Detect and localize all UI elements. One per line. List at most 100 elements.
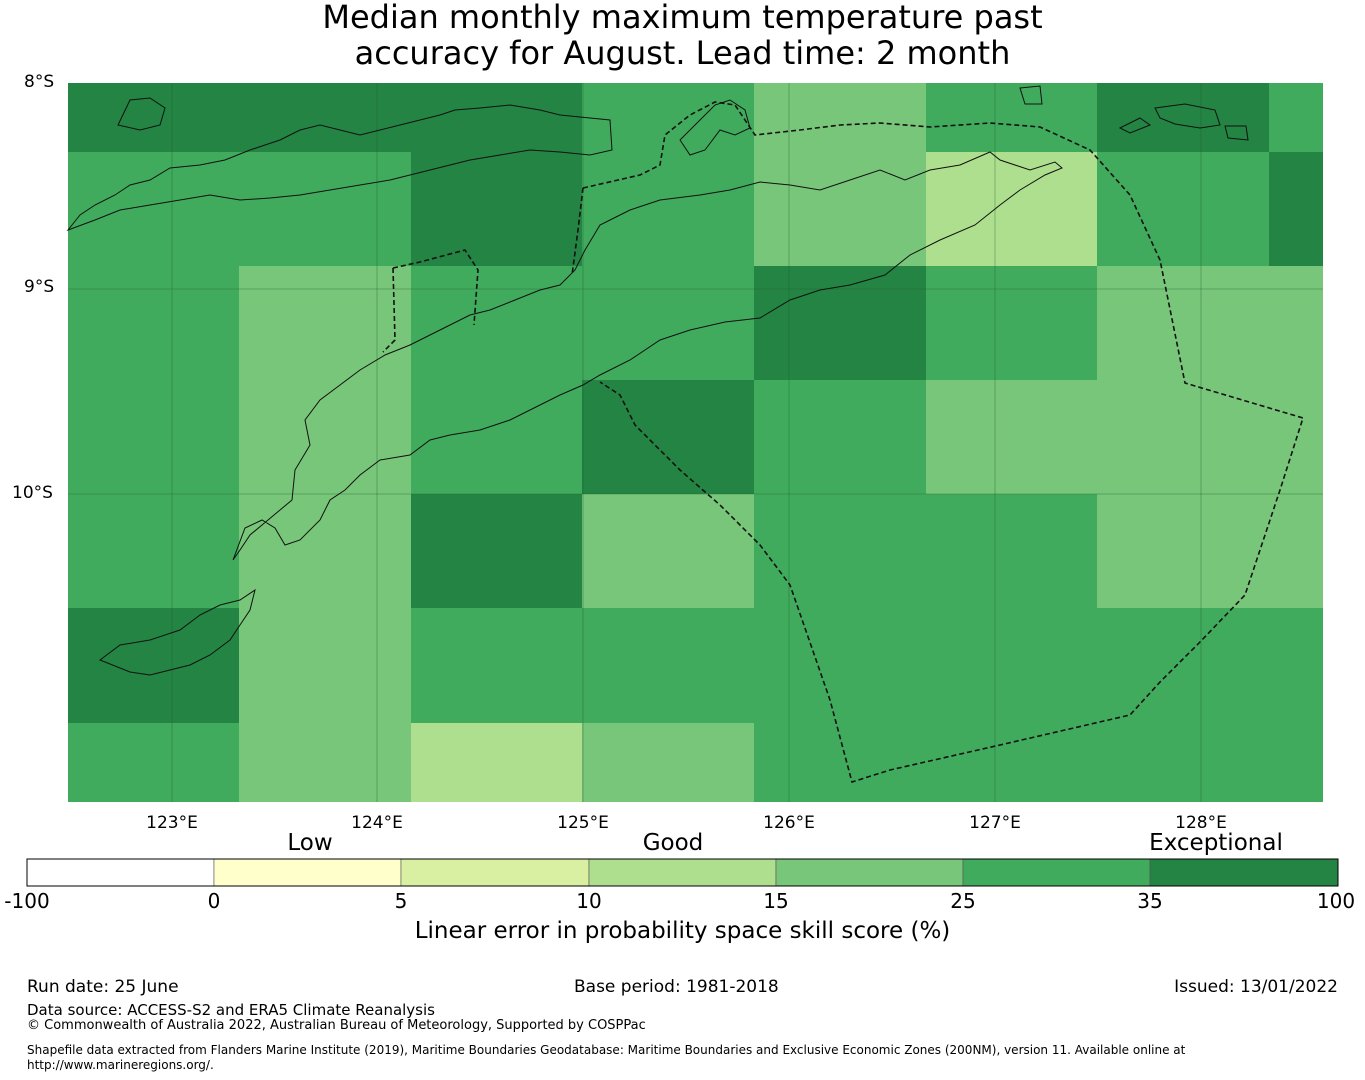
grid-cell (1269, 494, 1323, 608)
colorbar-tick-label: 10 (576, 889, 602, 913)
grid-cell (1269, 608, 1323, 723)
grid-cell (1097, 494, 1269, 608)
shapefile-credit-line-2: http://www.marineregions.org/. (27, 1058, 214, 1072)
colorbar-tick-label: -100 (4, 889, 50, 913)
grid-cell (68, 608, 239, 723)
eez-boundary-west (571, 187, 584, 276)
grid-cell (411, 608, 582, 723)
grid-cell (754, 494, 926, 608)
grid-cell (582, 494, 754, 608)
colorbar-tick-label: 0 (207, 889, 221, 913)
grid-cell (411, 494, 582, 608)
grid-cell (411, 152, 582, 266)
islet-coastline-2 (1154, 103, 1221, 129)
islet-coastline-1 (1118, 117, 1152, 134)
islet-coastline-4 (117, 97, 166, 131)
lat-label-10s: 10°S (12, 483, 53, 503)
grid-cell (1097, 266, 1269, 380)
wetar-coastline (1019, 85, 1043, 105)
graticule (68, 83, 1323, 802)
grid-cell (754, 608, 926, 723)
grid-cell (582, 380, 754, 494)
grid-cell (239, 152, 411, 266)
issued-date: Issued: 13/01/2022 (1174, 977, 1338, 997)
coastlines (66, 85, 1249, 676)
grid-cell (239, 380, 411, 494)
grid-cell (1097, 83, 1269, 152)
category-label-low: Low (287, 830, 333, 856)
colorbar-tick-label: 100 (1316, 889, 1356, 913)
lon-label-124e: 124°E (351, 813, 403, 833)
maritime-boundaries (382, 101, 1305, 784)
colorbar-tick-label: 35 (1137, 889, 1163, 913)
lon-label-127e: 127°E (969, 813, 1021, 833)
colorbar-label: Linear error in probability space skill … (414, 918, 951, 944)
base-period: Base period: 1981-2018 (574, 977, 779, 997)
shapefile-credit-line-1: Shapefile data extracted from Flanders M… (27, 1043, 1186, 1057)
lat-label-8s: 8°S (24, 72, 55, 92)
grid-cell (582, 266, 754, 380)
grid-cell (926, 723, 1097, 802)
eez-boundary-timor-leste (582, 101, 1305, 784)
grid-cell (239, 723, 411, 802)
grid-cell (754, 266, 926, 380)
lon-label-128e: 128°E (1175, 813, 1227, 833)
grid-cell (1269, 152, 1323, 266)
grid-cell (239, 494, 411, 608)
copyright-notice: © Commonwealth of Australia 2022, Austra… (27, 1018, 646, 1033)
lon-label-123e: 123°E (146, 813, 198, 833)
eez-boundary-oecusse-west (382, 267, 396, 353)
islet-coastline-3 (1224, 125, 1249, 141)
grid-cell (1097, 380, 1269, 494)
data-source: Data source: ACCESS-S2 and ERA5 Climate … (27, 1001, 435, 1019)
grid-cell (411, 83, 582, 152)
grid-cell (926, 608, 1097, 723)
grid-cell (1269, 83, 1323, 152)
category-label-exceptional: Exceptional (1149, 830, 1283, 856)
colorbar-tick-label: 25 (950, 889, 976, 913)
lat-label-9s: 9°S (24, 277, 55, 297)
grid-cell (926, 380, 1097, 494)
grid-cell (926, 494, 1097, 608)
grid-cells (68, 83, 1323, 802)
eez-boundary-oecusse (392, 249, 479, 326)
grid-cell (68, 380, 239, 494)
run-date: Run date: 25 June (27, 977, 179, 997)
grid-cell (68, 723, 239, 802)
grid-cell (582, 608, 754, 723)
grid-cell (582, 152, 754, 266)
category-label-good: Good (642, 830, 704, 856)
grid-cell (754, 152, 926, 266)
grid-cell (68, 83, 239, 152)
grid-cell (1097, 152, 1269, 266)
timor-coastline (232, 151, 1063, 561)
grid-cell (1097, 608, 1269, 723)
grid-cell (1269, 723, 1323, 802)
grid-cell (926, 266, 1097, 380)
lon-label-125e: 125°E (557, 813, 609, 833)
grid-cell (239, 266, 411, 380)
grid-cell (411, 266, 582, 380)
grid-cell (754, 83, 926, 152)
chart-title-line-2: accuracy for August. Lead time: 2 month (354, 34, 1011, 72)
grid-cell (1269, 266, 1323, 380)
grid-cell (411, 380, 582, 494)
grid-cell (68, 494, 239, 608)
flores-coastline (66, 104, 613, 232)
sumba-coastline (98, 588, 256, 676)
grid-cell (1097, 723, 1269, 802)
grid-cell (68, 152, 239, 266)
grid-cell (239, 83, 411, 152)
grid-cell (1269, 380, 1323, 494)
grid-cell (926, 152, 1097, 266)
grid-cell (582, 83, 754, 152)
chart-title-line-1: Median monthly maximum temperature past (322, 0, 1043, 36)
lon-label-126e: 126°E (763, 813, 815, 833)
grid-cell (582, 723, 754, 802)
colorbar-tick-label: 15 (763, 889, 789, 913)
grid-cell (68, 266, 239, 380)
colorbar-tick-label: 5 (394, 889, 408, 913)
grid-cell (411, 723, 582, 802)
grid-cell (239, 608, 411, 723)
